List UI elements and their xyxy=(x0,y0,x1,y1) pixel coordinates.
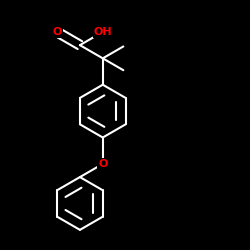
Text: O: O xyxy=(52,27,62,37)
Text: O: O xyxy=(98,159,108,169)
Text: OH: OH xyxy=(94,27,112,37)
